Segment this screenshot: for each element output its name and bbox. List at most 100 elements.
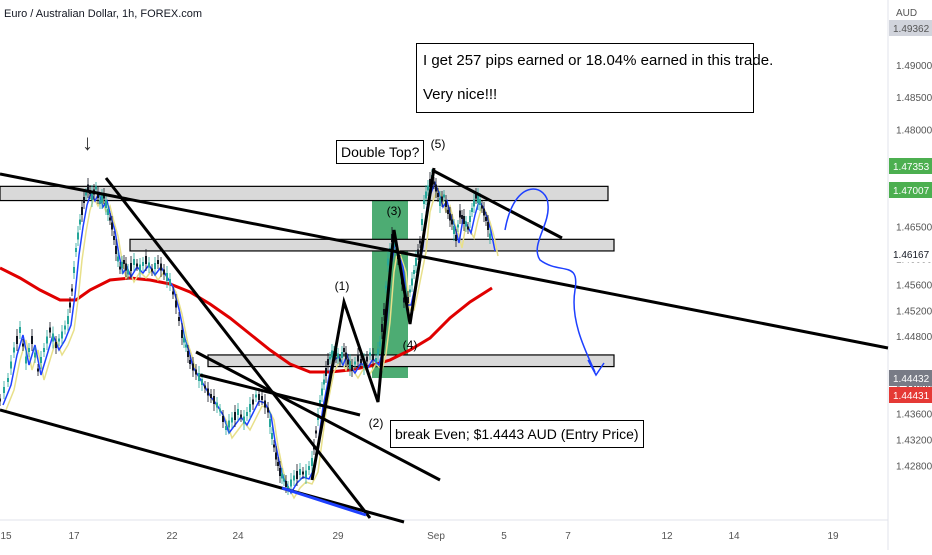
candle-body xyxy=(28,348,30,352)
candle-body xyxy=(413,270,415,274)
candle-body xyxy=(16,336,18,344)
candle-body xyxy=(264,400,266,408)
candle-body xyxy=(481,205,483,209)
candle-body xyxy=(293,475,295,481)
candle-body xyxy=(269,419,271,427)
candle-body xyxy=(252,399,254,405)
support-resistance-zone xyxy=(129,238,615,252)
candle-body xyxy=(467,226,469,230)
candle-body xyxy=(425,191,427,199)
candle-body xyxy=(95,186,97,190)
candle-body xyxy=(178,317,180,321)
candle-body xyxy=(246,412,248,416)
x-tick-label: 15 xyxy=(0,531,12,542)
candle-body xyxy=(121,262,123,268)
x-tick-label: 7 xyxy=(565,531,571,542)
candle-body xyxy=(31,336,33,344)
candle-body xyxy=(210,394,212,398)
candle-body xyxy=(455,235,457,241)
moving-average-yellow xyxy=(5,185,499,500)
candle-body xyxy=(329,356,331,360)
candle-body xyxy=(337,353,339,359)
candle-body xyxy=(429,179,431,187)
wave-label: (1) xyxy=(335,279,350,293)
candle-body xyxy=(10,361,12,369)
price-tag xyxy=(889,387,932,403)
candle-body xyxy=(258,394,260,400)
candle-body xyxy=(419,240,421,244)
candle-body xyxy=(160,263,162,271)
candle-body xyxy=(204,385,206,389)
x-tick-label: 5 xyxy=(501,531,507,542)
candle-body xyxy=(489,233,491,239)
x-tick-label: 24 xyxy=(232,531,244,542)
candle-body xyxy=(483,208,485,216)
candle-body xyxy=(409,289,411,293)
price-tag-label: 1.47353 xyxy=(893,162,930,173)
candle-body xyxy=(207,388,209,396)
candle-body xyxy=(198,373,200,381)
y-tick-label: 1.43200 xyxy=(896,436,932,447)
candle-body xyxy=(261,396,263,400)
candle-body xyxy=(427,185,429,191)
candle-body xyxy=(375,358,377,362)
candle-body xyxy=(459,210,461,218)
support-resistance-zone xyxy=(0,185,609,202)
candle-body xyxy=(281,473,283,479)
candle-body xyxy=(273,444,275,448)
candle-body xyxy=(19,327,21,333)
candle-body xyxy=(115,246,117,254)
candle-body xyxy=(99,200,101,204)
candle-body xyxy=(130,263,132,271)
candle-body xyxy=(465,221,467,227)
candle-body xyxy=(267,407,269,413)
candle-body xyxy=(369,352,371,356)
break-even-note: break Even; $1.4443 AUD (Entry Price) xyxy=(390,420,644,448)
candle-body xyxy=(372,354,374,360)
candle-body xyxy=(228,420,230,428)
candle-body xyxy=(231,417,233,423)
chart-title: Euro / Australian Dollar, 1h, FOREX.com xyxy=(4,8,202,20)
candle-body xyxy=(97,192,99,198)
candle-body xyxy=(64,325,66,330)
candle-body xyxy=(290,479,292,487)
candle-body xyxy=(473,199,475,207)
price-tag-label: 1.44432 xyxy=(893,374,930,385)
candle-body xyxy=(125,263,127,271)
candle-body xyxy=(151,268,153,272)
y-tick-label: 1.48500 xyxy=(896,93,932,104)
candle-body xyxy=(443,194,445,198)
candle-body xyxy=(383,309,385,315)
candle-body xyxy=(219,408,221,412)
x-tick-label: Sep xyxy=(427,531,445,542)
candle-body xyxy=(366,356,368,362)
candle-body xyxy=(103,193,105,199)
candle-body xyxy=(311,458,313,466)
candle-body xyxy=(175,300,177,308)
candle-body xyxy=(136,263,138,267)
candle-body xyxy=(172,291,174,295)
candle-body xyxy=(283,478,285,482)
candle-body xyxy=(305,470,307,478)
support-resistance-zone xyxy=(207,354,615,368)
candle-body xyxy=(360,359,362,363)
wave-label: (4) xyxy=(403,338,418,352)
profit-text: I get 257 pips earned or 18.04% earned i… xyxy=(423,52,774,69)
wave-label: (3) xyxy=(387,204,402,218)
candle-body xyxy=(381,324,383,332)
candle-body xyxy=(71,288,73,292)
candle-body xyxy=(83,197,85,203)
y-tick-label: 1.42800 xyxy=(896,461,932,472)
candle-body xyxy=(142,262,144,266)
candle-body xyxy=(123,260,125,264)
y-tick-label: 1.48000 xyxy=(896,126,932,137)
candle-body xyxy=(411,278,413,286)
candle-body xyxy=(145,256,147,264)
projection-path xyxy=(504,188,596,373)
candle-body xyxy=(13,347,15,353)
candle-body xyxy=(321,388,323,396)
price-tag xyxy=(889,246,932,262)
candle-body xyxy=(437,193,439,197)
candle-body xyxy=(451,219,453,225)
